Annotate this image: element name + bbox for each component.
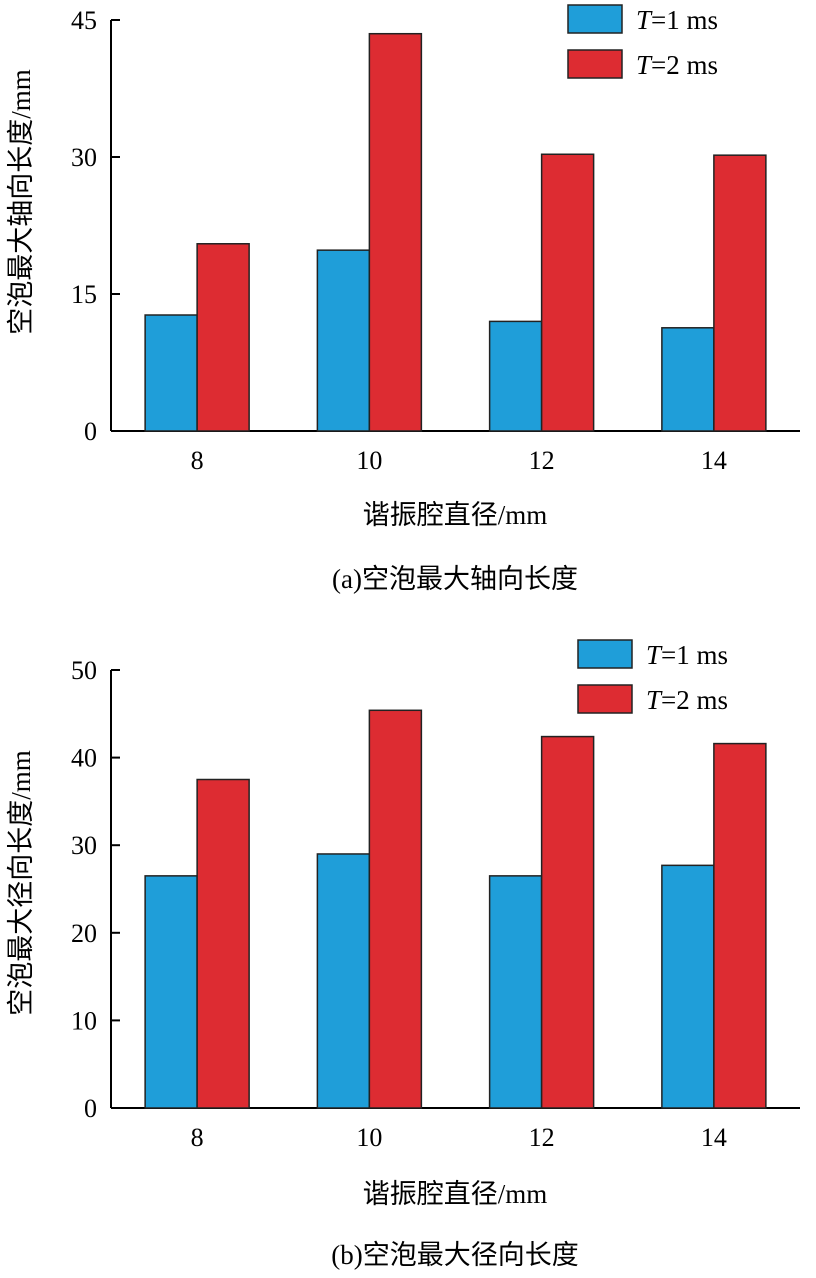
chart-a-y-tick-label: 0 <box>84 417 97 446</box>
chart-a-bar-t1-10 <box>316 249 371 432</box>
chart-b-caption: (b)空泡最大径向长度 <box>331 1240 578 1270</box>
chart-b-y-axis-title: 空泡最大径向长度/mm <box>6 750 36 1016</box>
chart-b-bar-t2-14 <box>713 742 767 1109</box>
chart-a-bar-t1-8 <box>144 314 198 432</box>
chart-b-bar-t2-8 <box>196 778 250 1109</box>
chart-a-x-tick-label: 14 <box>701 446 727 475</box>
chart-a-legend-swatch-2 <box>567 49 623 79</box>
chart-a-y-tick-label: 15 <box>71 280 97 309</box>
chart-b: 空泡最大径向长度/mm 谐振腔直径/mm (b)空泡最大径向长度 0 10 20 30… <box>6 639 800 1270</box>
chart-b-y-tick-label: 30 <box>71 831 97 860</box>
chart-a-bar-t2-10 <box>368 32 423 432</box>
chart-a-x-tick-label: 8 <box>191 446 204 475</box>
chart-b-x-tick-label: 14 <box>701 1123 727 1152</box>
chart-b-y-tick-label: 0 <box>84 1094 97 1123</box>
chart-b-y-tick-label: 20 <box>71 919 97 948</box>
chart-a-bar-t2-12 <box>540 153 595 432</box>
chart-b-legend-label-2: T=2 ms <box>646 685 728 715</box>
chart-a-caption: (a)空泡最大轴向长度 <box>332 564 578 594</box>
chart-a-legend-swatch-1 <box>567 4 623 34</box>
chart-a-x-tick-label: 12 <box>529 446 555 475</box>
chart-b-x-tick-label: 12 <box>529 1123 555 1152</box>
chart-b-bar-t1-14 <box>661 864 715 1109</box>
chart-b-bar-t2-10 <box>368 709 423 1109</box>
chart-a-legend-label-2: T=2 ms <box>636 50 718 80</box>
chart-b-y-tick-label: 50 <box>71 656 97 685</box>
chart-a-y-tick-label: 45 <box>71 6 97 35</box>
chart-b-bar-t2-12 <box>540 735 595 1109</box>
chart-b-x-tick-label: 8 <box>191 1123 204 1152</box>
chart-b-bar-t1-12 <box>488 875 543 1109</box>
chart-a-y-tick-label: 30 <box>71 143 97 172</box>
chart-b-bar-t1-8 <box>144 875 198 1109</box>
chart-b-legend-swatch-2 <box>577 684 633 714</box>
chart-b-legend-label-1: T=1 ms <box>646 640 728 670</box>
chart-b-bar-t1-10 <box>316 853 371 1109</box>
chart-a-bar-t1-14 <box>661 327 715 432</box>
chart-a-legend-label-1: T=1 ms <box>636 5 718 35</box>
chart-a-x-axis-title: 谐振腔直径/mm <box>363 500 548 530</box>
chart-b-x-tick-label: 10 <box>356 1123 382 1152</box>
chart-b-y-tick-label: 10 <box>71 1006 97 1035</box>
chart-a-bar-t2-14 <box>713 154 767 432</box>
chart-a: 空泡最大轴向长度/mm 谐振腔直径/mm (a)空泡最大轴向长度 0 15 30 45… <box>6 4 800 594</box>
chart-a-y-axis-title: 空泡最大轴向长度/mm <box>6 69 36 335</box>
chart-b-x-axis-title: 谐振腔直径/mm <box>363 1179 548 1209</box>
chart-a-bar-t1-12 <box>488 320 543 432</box>
chart-a-bar-t2-8 <box>196 243 250 432</box>
chart-b-y-tick-label: 40 <box>71 744 97 773</box>
chart-b-legend-swatch-1 <box>577 639 633 669</box>
chart-a-x-tick-label: 10 <box>356 446 382 475</box>
